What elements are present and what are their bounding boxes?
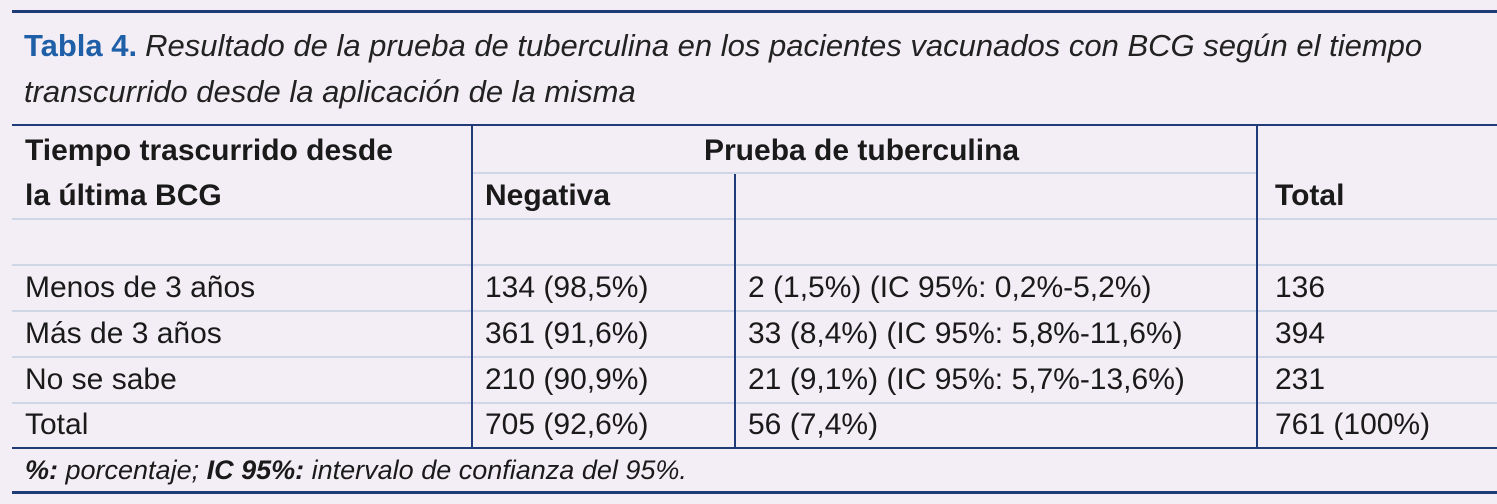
col-rule [471, 126, 473, 447]
column-header: la última BCG [25, 179, 222, 212]
row-label: No se sabe [25, 363, 177, 396]
cell: 33 (8,4%) (IC 95%: 5,8%-11,6%) [748, 317, 1183, 350]
cell: 2 (1,5%) (IC 95%: 0,2%-5,2%) [748, 271, 1152, 304]
row-label: Total [25, 408, 89, 441]
cell: 210 (90,9%) [485, 363, 649, 396]
column-header: Total [1275, 179, 1345, 212]
footnote: IC 95%: [206, 455, 305, 485]
cell: 136 [1275, 271, 1326, 304]
table-top-rule [12, 124, 1497, 126]
table-title: transcurrido desde la aplicación de la m… [24, 74, 636, 109]
table-title: Resultado de la prueba de tuberculina en… [145, 28, 1423, 63]
footnote: porcentaje; [58, 455, 207, 485]
footnote: intervalo de confianza del 95%. [304, 455, 687, 485]
cell: 705 (92,6%) [485, 408, 649, 441]
cell: 134 (98,5%) [485, 271, 649, 304]
table-label: Tabla 4. [24, 28, 138, 63]
table-bottom-rule [12, 447, 1497, 449]
rule [12, 402, 1497, 404]
cell: 21 (9,1%) (IC 95%: 5,7%-13,6%) [748, 363, 1185, 396]
rule [12, 218, 1497, 220]
cell: 394 [1275, 317, 1326, 350]
col-rule [1256, 126, 1258, 447]
column-header: Tiempo trascurrido desde [25, 134, 393, 167]
rule [12, 310, 1497, 312]
top-rule [12, 10, 1497, 13]
col-rule [734, 174, 736, 447]
cell: 231 [1275, 363, 1326, 396]
cell: 56 (7,4%) [748, 408, 879, 441]
cell: 761 (100%) [1275, 408, 1431, 441]
rule [12, 356, 1497, 358]
cell: 361 (91,6%) [485, 317, 649, 350]
row-label: Más de 3 años [25, 317, 222, 350]
rule [472, 172, 1257, 174]
column-header: Prueba de tuberculina [704, 134, 1020, 167]
footnote: %: [25, 455, 58, 485]
column-header: Negativa [485, 179, 611, 212]
rule [12, 264, 1497, 266]
bottom-rule [12, 491, 1497, 494]
row-label: Menos de 3 años [25, 271, 256, 304]
